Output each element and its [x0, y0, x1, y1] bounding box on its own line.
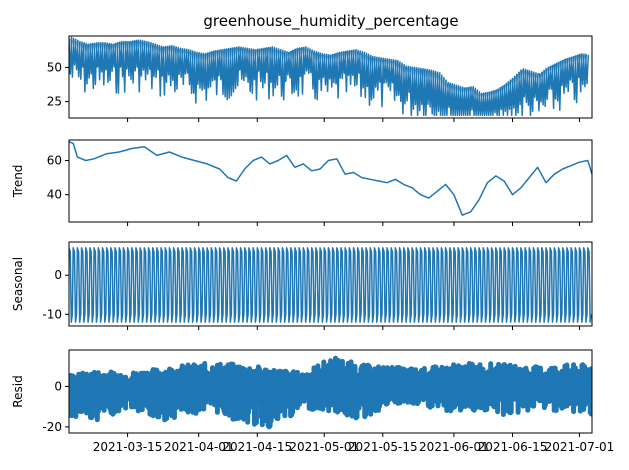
y-tick-label: 0 — [54, 379, 62, 393]
y-tick-label: 40 — [47, 188, 62, 202]
observed-plot-area — [69, 36, 590, 117]
resid-axes-frame — [68, 349, 593, 434]
resid-markers — [69, 355, 592, 430]
x-tick-label: 2021-05-15 — [348, 440, 418, 454]
trend-y-axis-label: Trend — [11, 165, 25, 199]
panel-seasonal: -10 0 Seasonal — [11, 241, 593, 330]
observed-axes-frame — [68, 35, 593, 119]
trend-line — [69, 141, 592, 216]
seasonal-y-axis-label: Seasonal — [11, 257, 25, 311]
panel-observed: 25 50 — [47, 35, 593, 122]
y-tick-label: 0 — [54, 268, 62, 282]
seasonal-plot-area — [69, 247, 592, 323]
x-tick-label: 2021-04-15 — [222, 440, 292, 454]
panel-trend: 40 60 Trend — [11, 139, 593, 226]
x-tick-label: 2021-06-15 — [478, 440, 548, 454]
resid-y-axis-label: Resid — [11, 375, 25, 407]
x-tick-label: 2021-07-01 — [545, 440, 615, 454]
seasonal-axes-frame — [68, 241, 593, 327]
chart-title: greenhouse_humidity_percentage — [203, 12, 458, 31]
x-tick-label: 2021-03-15 — [93, 440, 163, 454]
y-tick-label: 50 — [47, 60, 62, 74]
trend-axes-frame — [68, 139, 593, 223]
observed-line — [69, 36, 590, 117]
x-tick-label: 2021-06-01 — [419, 440, 489, 454]
x-tick-label: 2021-05-01 — [289, 440, 359, 454]
resid-dense-band — [69, 378, 592, 399]
trend-plot-area — [69, 141, 592, 216]
y-tick-label: -10 — [42, 307, 62, 321]
y-tick-label: 60 — [47, 154, 62, 168]
resid-plot-area — [69, 355, 592, 430]
y-tick-label: -20 — [42, 420, 62, 434]
y-tick-label: 25 — [47, 95, 62, 109]
x-tick-label: 2021-04-01 — [164, 440, 234, 454]
seasonal-line — [69, 247, 592, 323]
